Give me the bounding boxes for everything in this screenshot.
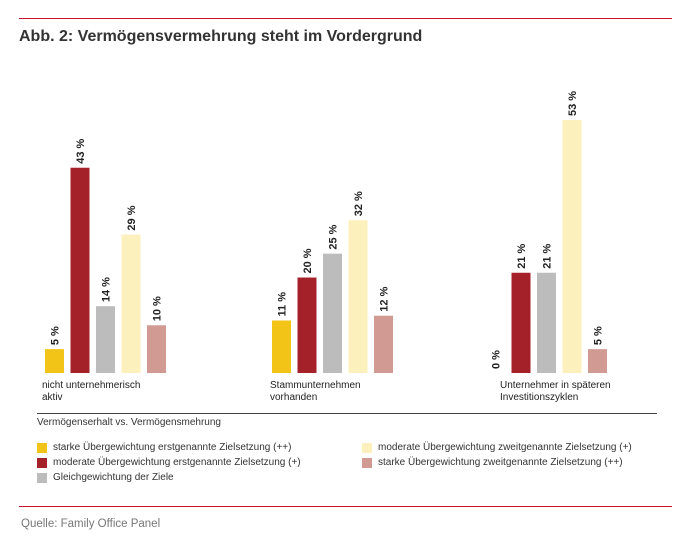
- bar: [45, 349, 64, 373]
- top-rule: [19, 18, 672, 19]
- legend-item-moderate-first: moderate Übergewichtung erstgenannte Zie…: [37, 457, 301, 468]
- data-label: 25 %: [328, 224, 340, 249]
- legend-swatch: [37, 472, 47, 483]
- legend-label: starke Übergewichtung erstgenannte Ziels…: [53, 442, 292, 453]
- category-label: vorhanden: [270, 392, 317, 403]
- data-label: 11 %: [277, 292, 289, 317]
- bar: [70, 167, 90, 373]
- category-label: Unternehmer in späteren: [500, 380, 611, 391]
- data-label: 53 %: [567, 91, 579, 116]
- legend-item-moderate-second: moderate Übergewichtung zweitgenannte Zi…: [362, 442, 632, 453]
- legend-swatch: [362, 457, 372, 468]
- bar: [588, 349, 607, 373]
- x-axis-title: Vermögenserhalt vs. Vermögensmehrung: [37, 417, 221, 428]
- bar: [348, 220, 368, 373]
- legend-label: Gleichgewichtung der Ziele: [53, 472, 174, 483]
- legend-swatch: [37, 457, 47, 468]
- legend-swatch: [37, 442, 47, 453]
- bar: [96, 306, 115, 373]
- data-label: 32 %: [353, 191, 365, 216]
- bar: [537, 272, 556, 373]
- data-label: 12 %: [379, 286, 391, 311]
- data-label: 5 %: [593, 326, 605, 345]
- data-label: 10 %: [152, 296, 164, 321]
- legend-label: moderate Übergewichtung zweitgenannte Zi…: [378, 442, 632, 453]
- legend-label: moderate Übergewichtung erstgenannte Zie…: [53, 457, 301, 468]
- data-label: 21 %: [542, 243, 554, 268]
- legend-item-equal: Gleichgewichtung der Ziele: [37, 472, 174, 483]
- data-label: 20 %: [302, 248, 314, 273]
- bar: [511, 272, 531, 373]
- source-note: Quelle: Family Office Panel: [21, 518, 161, 530]
- bottom-rule: [19, 506, 672, 507]
- bar: [272, 320, 291, 373]
- legend-label: starke Übergewichtung zweitgenannte Ziel…: [378, 457, 623, 468]
- category-label: aktiv: [42, 392, 63, 403]
- legend-item-strong-first: starke Übergewichtung erstgenannte Ziels…: [37, 442, 291, 453]
- category-label: Investitionszyklen: [500, 392, 578, 403]
- data-label: 14 %: [101, 277, 113, 302]
- bar: [562, 120, 582, 373]
- bar: [121, 234, 141, 373]
- data-label: 5 %: [50, 326, 62, 345]
- category-label: Stammunternehmen: [270, 380, 361, 391]
- legend-separator: [37, 413, 657, 414]
- data-label: 29 %: [126, 205, 138, 230]
- bar: [323, 253, 342, 373]
- data-label: 0 %: [491, 350, 503, 369]
- bar: [374, 315, 393, 373]
- bar: [147, 325, 166, 373]
- data-label: 21 %: [516, 243, 528, 268]
- bar: [297, 277, 317, 373]
- category-label: nicht unternehmerisch: [42, 380, 140, 391]
- data-label: 43 %: [75, 138, 87, 163]
- legend-item-strong-second: starke Übergewichtung zweitgenannte Ziel…: [362, 457, 623, 468]
- chart-title: Abb. 2: Vermögensvermehrung steht im Vor…: [19, 28, 423, 45]
- legend-swatch: [362, 442, 372, 453]
